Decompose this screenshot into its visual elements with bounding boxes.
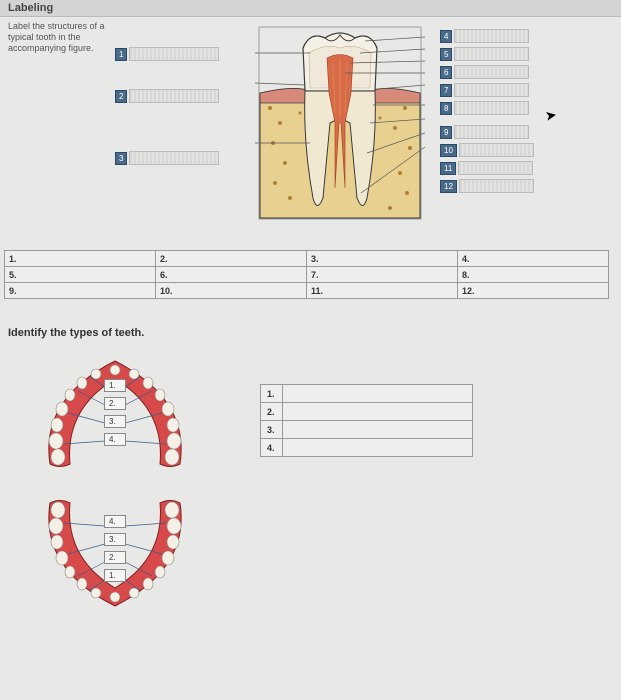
answer-cell[interactable]: 5. <box>5 267 156 283</box>
answer-cell[interactable]: 4. <box>458 251 609 267</box>
type-cell-answer[interactable] <box>283 385 473 403</box>
tooth-cross-section-diagram <box>255 23 425 223</box>
jaw-label: 3. <box>104 415 126 428</box>
answer-cell[interactable]: 2. <box>156 251 307 267</box>
answer-cell[interactable]: 9. <box>5 283 156 299</box>
label-chip-1: 1 <box>115 48 127 61</box>
teeth-type-table: 1. 2. 3. 4. <box>260 384 473 457</box>
jaw-label: 2. <box>104 397 126 410</box>
table-row: 4. <box>261 439 473 457</box>
jaw-label: 2. <box>104 551 126 564</box>
label-input-9[interactable] <box>454 125 529 139</box>
label-chip-8: 8 <box>440 102 452 115</box>
type-cell-answer[interactable] <box>283 421 473 439</box>
table-row: 1. <box>261 385 473 403</box>
jaw-label: 4. <box>104 515 126 528</box>
table-row: 3. <box>261 421 473 439</box>
label-input-3[interactable] <box>129 151 219 165</box>
label-chip-9: 9 <box>440 126 452 139</box>
label-input-2[interactable] <box>129 89 219 103</box>
answer-cell[interactable]: 12. <box>458 283 609 299</box>
type-cell-answer[interactable] <box>283 403 473 421</box>
label-chip-10: 10 <box>440 144 457 157</box>
table-row: 2. <box>261 403 473 421</box>
upper-jaw-diagram <box>30 349 200 479</box>
label-input-6[interactable] <box>454 65 529 79</box>
label-input-8[interactable] <box>454 101 529 115</box>
answer-cell[interactable]: 7. <box>307 267 458 283</box>
jaw-label: 1. <box>104 569 126 582</box>
label-chip-5: 5 <box>440 48 452 61</box>
answer-cell[interactable]: 3. <box>307 251 458 267</box>
table-row: 1. 2. 3. 4. <box>5 251 609 267</box>
label-chip-6: 6 <box>440 66 452 79</box>
jaw-label: 1. <box>104 379 126 392</box>
label-chip-3: 3 <box>115 152 127 165</box>
label-input-11[interactable] <box>458 161 533 175</box>
table-row: 5. 6. 7. 8. <box>5 267 609 283</box>
answer-cell[interactable]: 1. <box>5 251 156 267</box>
answer-cell[interactable]: 8. <box>458 267 609 283</box>
type-cell-num: 1. <box>261 385 283 403</box>
label-input-10[interactable] <box>459 143 534 157</box>
label-input-12[interactable] <box>459 179 534 193</box>
answer-cell[interactable]: 11. <box>307 283 458 299</box>
label-chip-7: 7 <box>440 84 452 97</box>
table-row: 9. 10. 11. 12. <box>5 283 609 299</box>
label-input-7[interactable] <box>454 83 529 97</box>
type-cell-num: 3. <box>261 421 283 439</box>
label-input-5[interactable] <box>454 47 529 61</box>
right-label-inputs: 4 5 6 7 8 9 10 11 12 <box>440 29 534 197</box>
label-input-1[interactable] <box>129 47 219 61</box>
label-chip-2: 2 <box>115 90 127 103</box>
label-chip-4: 4 <box>440 30 452 43</box>
teeth-types-section: 1. 2. 3. 4. 4. 3. <box>0 349 621 621</box>
label-input-4[interactable] <box>454 29 529 43</box>
left-label-inputs: 1 2 3 <box>115 47 219 169</box>
type-cell-num: 2. <box>261 403 283 421</box>
label-chip-12: 12 <box>440 180 457 193</box>
section-header: Labeling <box>0 0 621 17</box>
section2-title: Identify the types of teeth. <box>8 327 621 339</box>
type-cell-answer[interactable] <box>283 439 473 457</box>
answer-cell[interactable]: 10. <box>156 283 307 299</box>
jaw-label: 4. <box>104 433 126 446</box>
jaw-diagrams: 1. 2. 3. 4. 4. 3. <box>30 349 200 621</box>
answer-cell[interactable]: 6. <box>156 267 307 283</box>
type-cell-num: 4. <box>261 439 283 457</box>
jaw-label: 3. <box>104 533 126 546</box>
cursor-icon: ➤ <box>544 106 559 125</box>
label-chip-11: 11 <box>440 162 456 175</box>
instructions-text: Label the structures of a typical tooth … <box>0 17 120 53</box>
answer-grid-table: 1. 2. 3. 4. 5. 6. 7. 8. 9. 10. 11. 12. <box>4 250 609 299</box>
tooth-labeling-section: Label the structures of a typical tooth … <box>0 17 621 242</box>
